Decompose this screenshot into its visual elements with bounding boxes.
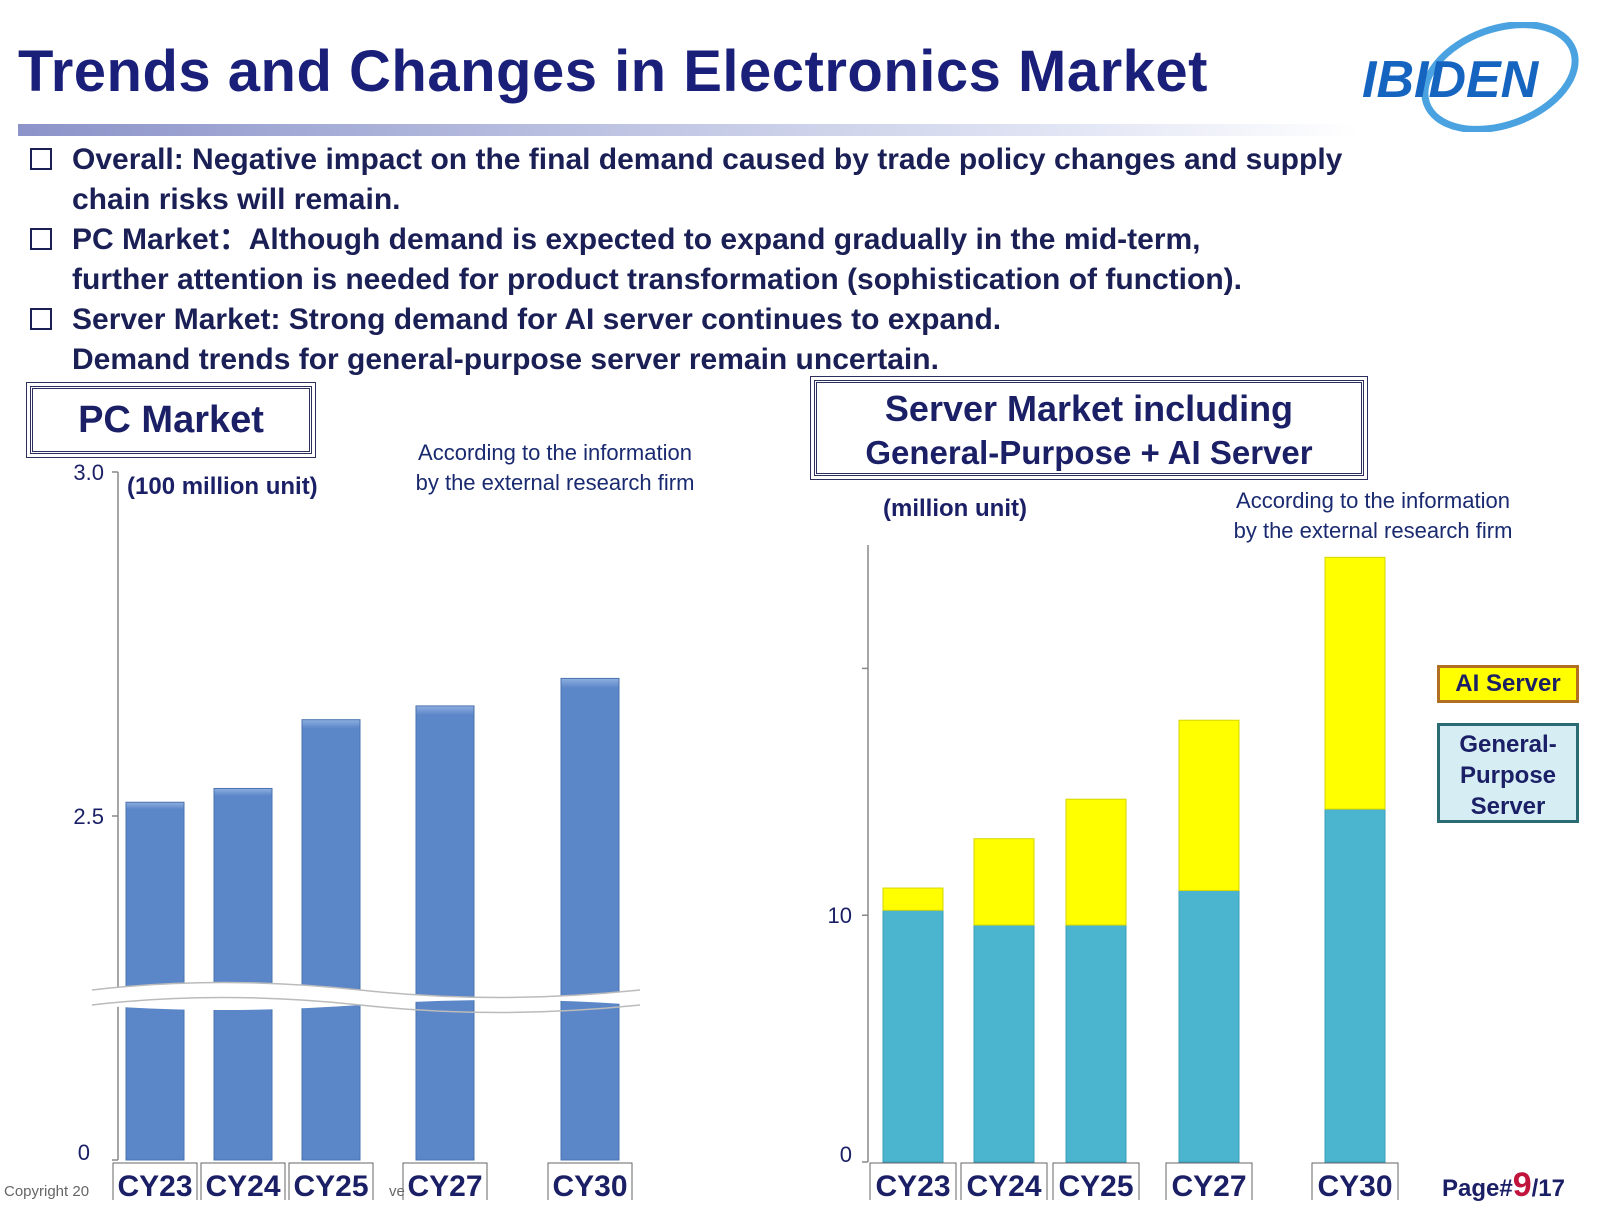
checkbox-icon [30,308,52,330]
pc-bar-cy23 [125,801,185,1161]
bullet-overall: Overall: Negative impact on the final de… [30,140,1570,220]
pc-bar-cy24 [213,787,273,1161]
page-number: Page#9/17 [1442,1166,1566,1204]
pc-y-tick-label-0: 0 [78,1140,90,1165]
pc-market-title: PC Market [26,382,316,458]
pc-category-cy30-box [547,1162,633,1200]
pc-axis-break-line-top [91,981,641,999]
copyright-text-tail: ve [389,1183,405,1200]
checkbox-icon [30,148,52,170]
title-underline [18,124,1358,136]
bullet-list: Overall: Negative impact on the final de… [30,140,1570,380]
server-market-title: Server Market including General-Purpose … [810,376,1368,480]
server-unit-label: (million unit) [883,495,1027,522]
page-title: Trends and Changes in Electronics Market [18,39,1208,104]
pc-y-tick-label-3: 3.0 [73,460,104,485]
legend-ai-server: AI Server [1437,665,1579,703]
pc-category-cy25-box [288,1162,374,1200]
pc-category-cy23: CY23 [117,1170,192,1200]
bullet-pc: PC Market：Although demand is expected to… [30,220,1570,300]
pc-bar-cy27 [415,705,475,1161]
pc-category-cy27: CY27 [407,1170,482,1200]
pc-category-cy25: CY25 [293,1170,368,1200]
pc-category-cy30: CY30 [552,1170,627,1200]
server-source-note: According to the information by the exte… [1233,488,1513,543]
pc-category-cy24: CY24 [205,1170,280,1200]
bullet-server: Server Market: Strong demand for AI serv… [30,300,1570,380]
ibiden-logo: IBIDEN [1362,22,1579,132]
pc-source-note: According to the information by the exte… [415,440,695,495]
pc-bar-cy25 [301,719,361,1161]
pc-bar-cy30 [560,677,620,1161]
pc-category-cy23-box [112,1162,198,1200]
pc-axis-break [92,982,640,1010]
legend-general-purpose-server: General- Purpose Server [1437,723,1579,823]
pc-y-tick-label-2-5: 2.5 [73,804,104,829]
pc-category-cy24-box [200,1162,286,1200]
pc-category-cy27-box [402,1162,488,1200]
pc-unit-label: (100 million unit) [127,473,318,500]
copyright-text: Copyright 20 [4,1183,90,1200]
checkbox-icon [30,228,52,250]
logo-text: IBIDEN [1362,51,1540,109]
pc-axis-break-line-bottom [91,996,641,1014]
